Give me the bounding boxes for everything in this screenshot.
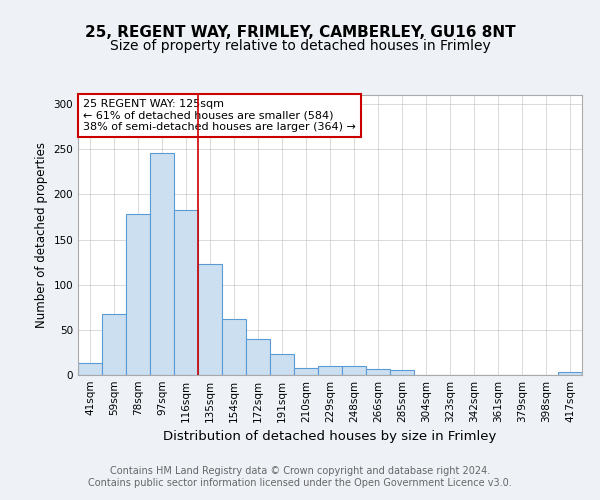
Text: 25 REGENT WAY: 125sqm
← 61% of detached houses are smaller (584)
38% of semi-det: 25 REGENT WAY: 125sqm ← 61% of detached … [83, 99, 356, 132]
Y-axis label: Number of detached properties: Number of detached properties [35, 142, 48, 328]
Bar [366, 368, 390, 375]
Bar [390, 370, 414, 375]
Bar [174, 210, 198, 375]
Bar [342, 366, 366, 375]
Bar [246, 339, 270, 375]
Bar [126, 214, 150, 375]
Bar [270, 354, 294, 375]
X-axis label: Distribution of detached houses by size in Frimley: Distribution of detached houses by size … [163, 430, 497, 444]
Bar [198, 264, 222, 375]
Bar [150, 153, 174, 375]
Text: 25, REGENT WAY, FRIMLEY, CAMBERLEY, GU16 8NT: 25, REGENT WAY, FRIMLEY, CAMBERLEY, GU16… [85, 25, 515, 40]
Text: Contains HM Land Registry data © Crown copyright and database right 2024.
Contai: Contains HM Land Registry data © Crown c… [88, 466, 512, 487]
Bar [294, 368, 318, 375]
Text: Size of property relative to detached houses in Frimley: Size of property relative to detached ho… [110, 39, 490, 53]
Bar [78, 364, 102, 375]
Bar [222, 319, 246, 375]
Bar [318, 366, 342, 375]
Bar [558, 372, 582, 375]
Bar [102, 314, 126, 375]
